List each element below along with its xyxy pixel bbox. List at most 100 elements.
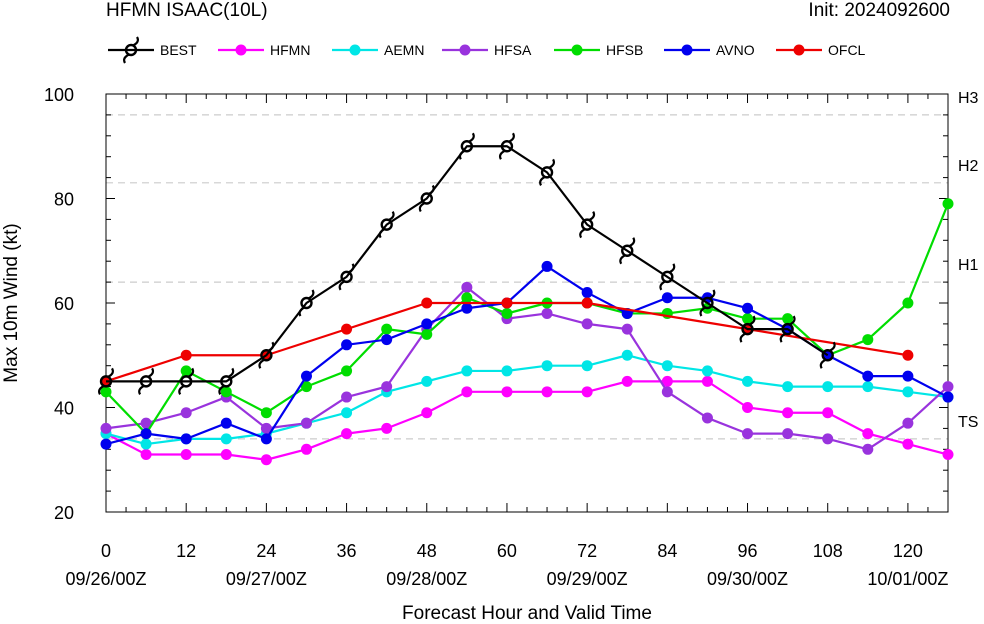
data-point (421, 375, 433, 387)
series-line (105, 380, 949, 461)
data-point (180, 349, 192, 361)
x-tick-label: 24 (256, 541, 276, 561)
data-point (421, 328, 433, 340)
y-tick-label: 20 (54, 503, 74, 523)
data-point (260, 407, 272, 419)
marker-ring (781, 322, 794, 336)
data-point (661, 375, 673, 387)
marker-ring (380, 218, 393, 231)
marker-ring (500, 140, 514, 153)
x-tick-label: 12 (176, 541, 196, 561)
x-tick-label: 72 (577, 541, 597, 561)
data-point (381, 381, 393, 393)
data-point (180, 365, 192, 377)
data-point (902, 438, 914, 450)
data-point (902, 386, 914, 398)
data-point (300, 381, 312, 393)
marker-arm (668, 263, 676, 274)
legend-swatch-marker (681, 44, 693, 56)
hurricane-marker (619, 237, 636, 265)
hurricane-marker (579, 211, 596, 239)
marker-arm (819, 358, 827, 369)
marker-arm (789, 315, 796, 326)
hurricane-marker (123, 36, 139, 64)
data-point (782, 313, 794, 325)
data-point (782, 381, 794, 393)
marker-arm (539, 175, 546, 186)
marker-arm (132, 36, 139, 47)
legend-swatch-marker (793, 44, 805, 56)
data-point (862, 334, 874, 346)
data-point (260, 422, 272, 434)
legend-item-avno: AVNO (664, 42, 755, 58)
x-tick-label: 84 (657, 541, 677, 561)
data-point (701, 375, 713, 387)
marker-arm (659, 280, 666, 291)
marker-arm (468, 132, 475, 143)
data-point (140, 438, 152, 450)
data-point (902, 349, 914, 361)
data-point (100, 438, 112, 450)
marker-ring (460, 140, 474, 153)
marker-arm (218, 384, 225, 395)
data-point (581, 287, 593, 299)
marker-arm (107, 367, 114, 378)
data-point (220, 449, 232, 461)
legend-item-hfmn: HFMN (218, 42, 310, 58)
marker-arm (628, 237, 636, 248)
date-label: 09/29/00Z (547, 569, 628, 589)
hurricane-marker (378, 211, 395, 239)
x-tick-label: 36 (337, 541, 357, 561)
data-point (661, 360, 673, 372)
data-point (140, 449, 152, 461)
data-point (862, 428, 874, 440)
hurricane-marker (458, 132, 475, 160)
data-point (381, 334, 393, 346)
data-point (822, 433, 834, 445)
marker-ring (580, 218, 594, 231)
hurricane-marker (418, 184, 435, 213)
y-tick-label: 80 (54, 190, 74, 210)
legend-item-best: BEST (108, 36, 197, 64)
marker-arm (123, 53, 130, 64)
marker-ring (260, 349, 273, 362)
legend-label: HFMN (270, 42, 310, 58)
marker-arm (779, 332, 787, 343)
y-tick-label: 100 (44, 85, 74, 105)
legend-label: HFSB (606, 42, 643, 58)
marker-arm (739, 332, 747, 343)
marker-arm (418, 202, 426, 213)
hurricane-marker (659, 263, 676, 291)
marker-arm (458, 149, 466, 160)
marker-ring (139, 375, 153, 388)
data-point (341, 339, 353, 351)
data-point (541, 386, 553, 398)
data-point (621, 323, 633, 335)
marker-arm (508, 132, 515, 143)
legend-label: OFCL (828, 42, 866, 58)
data-point (260, 454, 272, 466)
marker-arm (298, 306, 306, 317)
marker-arm (699, 306, 706, 317)
marker-arm (588, 211, 596, 222)
marker-ring (741, 322, 754, 336)
date-label: 10/01/00Z (867, 569, 948, 589)
marker-arm (187, 367, 195, 378)
hurricane-marker (98, 367, 114, 395)
data-point (341, 407, 353, 419)
marker-arm (178, 384, 185, 395)
marker-ring (220, 375, 233, 388)
legend-swatch-marker (571, 44, 583, 56)
data-point (341, 428, 353, 440)
series-hfsb (100, 198, 954, 440)
marker-arm (428, 184, 435, 195)
marker-arm (147, 367, 155, 378)
data-point (742, 375, 754, 387)
marker-arm (138, 384, 145, 395)
data-point (661, 292, 673, 304)
data-point (581, 360, 593, 372)
data-point (902, 417, 914, 429)
marker-ring (701, 296, 714, 310)
data-point (701, 412, 713, 424)
data-point (742, 302, 754, 314)
